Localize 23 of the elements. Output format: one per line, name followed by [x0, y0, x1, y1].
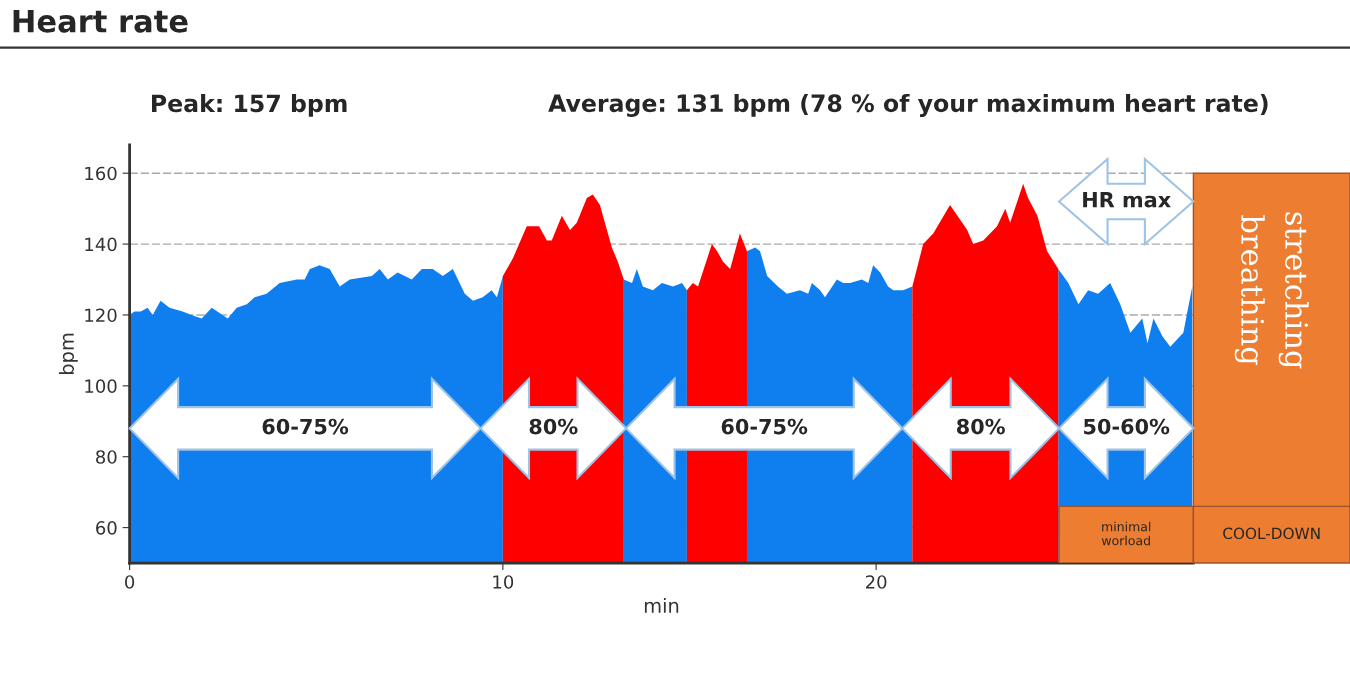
y-tick-label: 100: [85, 379, 117, 393]
text: Peak: 157 bpm: [152, 93, 347, 117]
band-label: minimal worload: [1101, 521, 1151, 546]
y-axis-title: bpm: [58, 333, 78, 374]
y-tick-label: 120: [85, 308, 117, 323]
annotation: 60-75%: [721, 418, 808, 435]
x-tick-label: 20: [865, 575, 887, 589]
annotation: 50-60%: [1084, 418, 1170, 435]
x-tick-label: 0: [125, 575, 135, 589]
annotation: 80%: [529, 418, 578, 435]
y-tick-label: 140: [85, 237, 117, 252]
y-tick-label: 60: [96, 521, 117, 535]
chart-title: Heart rate: [13, 9, 188, 33]
text: stretching breathing: [1234, 212, 1309, 369]
annotation: 80%: [956, 418, 1005, 435]
x-tick-label: 10: [493, 575, 514, 589]
annotation: HR max: [1083, 192, 1171, 208]
annotation: 60-75%: [262, 418, 349, 435]
y-tick-label: 160: [85, 166, 117, 181]
text: Average: 131 bpm (78 % of your maximum heart rate): [548, 93, 1268, 117]
text: COOL-DOWN: [1223, 527, 1320, 540]
x-axis-title: min: [644, 597, 679, 613]
y-tick-label: 80: [96, 450, 117, 464]
